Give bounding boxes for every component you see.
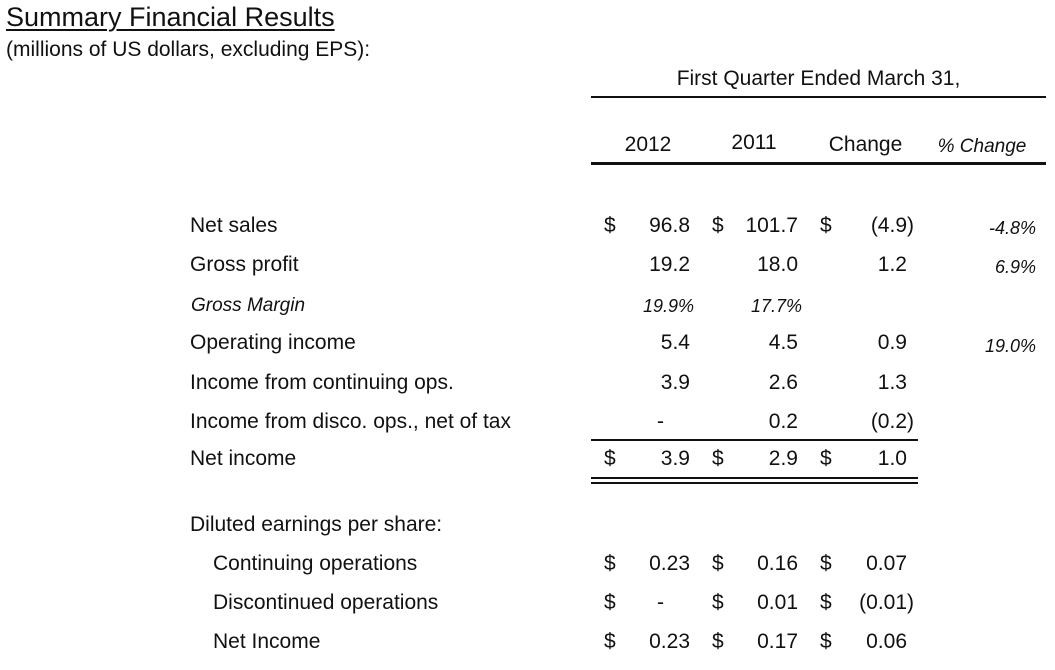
row-label-gross-margin: Gross Margin xyxy=(191,295,306,316)
net-income-2011: 2.9 xyxy=(768,447,798,470)
row-label-net-income: Net income xyxy=(190,447,297,470)
operating-income-2012: 5.4 xyxy=(660,331,690,354)
row-label-gross-profit: Gross profit xyxy=(190,253,299,276)
row-label-income-discontinued: Income from disco. ops., net of tax xyxy=(190,410,511,433)
currency-symbol: $ xyxy=(820,214,832,237)
row-label-operating-income: Operating income xyxy=(190,331,356,354)
gross-margin-2012: 19.9% xyxy=(642,296,694,316)
currency-symbol: $ xyxy=(712,214,724,237)
column-header-2011: 2011 xyxy=(731,131,777,154)
currency-symbol: $ xyxy=(820,630,832,653)
gross-profit-2012: 19.2 xyxy=(649,253,690,276)
currency-symbol: $ xyxy=(604,447,616,470)
net-income-change: 1.0 xyxy=(877,447,907,470)
eps-discontinued-2011: 0.01 xyxy=(757,591,798,614)
income-discontinued-2012: - xyxy=(657,410,664,433)
subtotal-rule xyxy=(591,439,918,441)
income-discontinued-2011: 0.2 xyxy=(768,410,798,433)
eps-discontinued-2012: - xyxy=(657,591,664,614)
eps-net-income-2011: 0.17 xyxy=(757,630,798,653)
eps-label-net-income: Net Income xyxy=(213,630,321,653)
currency-symbol: $ xyxy=(604,214,616,237)
gross-profit-2011: 18.0 xyxy=(757,253,798,276)
eps-label-discontinued: Discontinued operations xyxy=(213,591,439,614)
eps-label-continuing: Continuing operations xyxy=(213,552,418,575)
operating-income-2011: 4.5 xyxy=(768,331,798,354)
currency-symbol: $ xyxy=(820,591,832,614)
gross-margin-2011: 17.7% xyxy=(750,296,802,316)
operating-income-pct-change: 19.0% xyxy=(984,336,1036,356)
column-header-pct-change: % Change xyxy=(937,136,1027,157)
eps-continuing-change: 0.07 xyxy=(866,552,907,575)
income-discontinued-change: (0.2) xyxy=(870,410,914,433)
column-header-2012: 2012 xyxy=(624,133,672,156)
currency-symbol: $ xyxy=(712,447,724,470)
gross-profit-pct-change: 6.9% xyxy=(994,257,1036,277)
currency-symbol: $ xyxy=(604,630,616,653)
period-header: First Quarter Ended March 31, xyxy=(676,67,961,90)
net-income-2012: 3.9 xyxy=(660,447,690,470)
eps-discontinued-change: (0.01) xyxy=(859,591,914,614)
currency-symbol: $ xyxy=(820,552,832,575)
column-header-rule xyxy=(591,162,1046,165)
eps-heading: Diluted earnings per share: xyxy=(190,513,443,536)
eps-net-income-2012: 0.23 xyxy=(649,630,690,653)
eps-continuing-2011: 0.16 xyxy=(757,552,798,575)
operating-income-change: 0.9 xyxy=(877,331,907,354)
net-sales-change: (4.9) xyxy=(870,214,914,237)
period-header-rule xyxy=(591,96,1046,98)
currency-symbol: $ xyxy=(712,591,724,614)
income-continuing-change: 1.3 xyxy=(877,371,907,394)
eps-net-income-change: 0.06 xyxy=(866,630,907,653)
row-label-income-continuing: Income from continuing ops. xyxy=(190,371,454,394)
page-title: Summary Financial Results xyxy=(6,2,335,32)
total-rule-top xyxy=(591,477,918,479)
row-label-net-sales: Net sales xyxy=(190,214,278,237)
currency-symbol: $ xyxy=(820,447,832,470)
currency-symbol: $ xyxy=(604,591,616,614)
page-subtitle: (millions of US dollars, excluding EPS): xyxy=(6,38,371,61)
eps-continuing-2012: 0.23 xyxy=(649,552,690,575)
gross-profit-change: 1.2 xyxy=(877,253,907,276)
currency-symbol: $ xyxy=(604,552,616,575)
column-header-change: Change xyxy=(828,133,903,156)
net-sales-2011: 101.7 xyxy=(745,214,798,237)
currency-symbol: $ xyxy=(712,552,724,575)
net-sales-2012: 96.8 xyxy=(649,214,690,237)
total-rule-bottom xyxy=(591,482,918,484)
income-continuing-2012: 3.9 xyxy=(660,371,690,394)
currency-symbol: $ xyxy=(712,630,724,653)
net-sales-pct-change: -4.8% xyxy=(988,218,1036,238)
income-continuing-2011: 2.6 xyxy=(768,371,798,394)
